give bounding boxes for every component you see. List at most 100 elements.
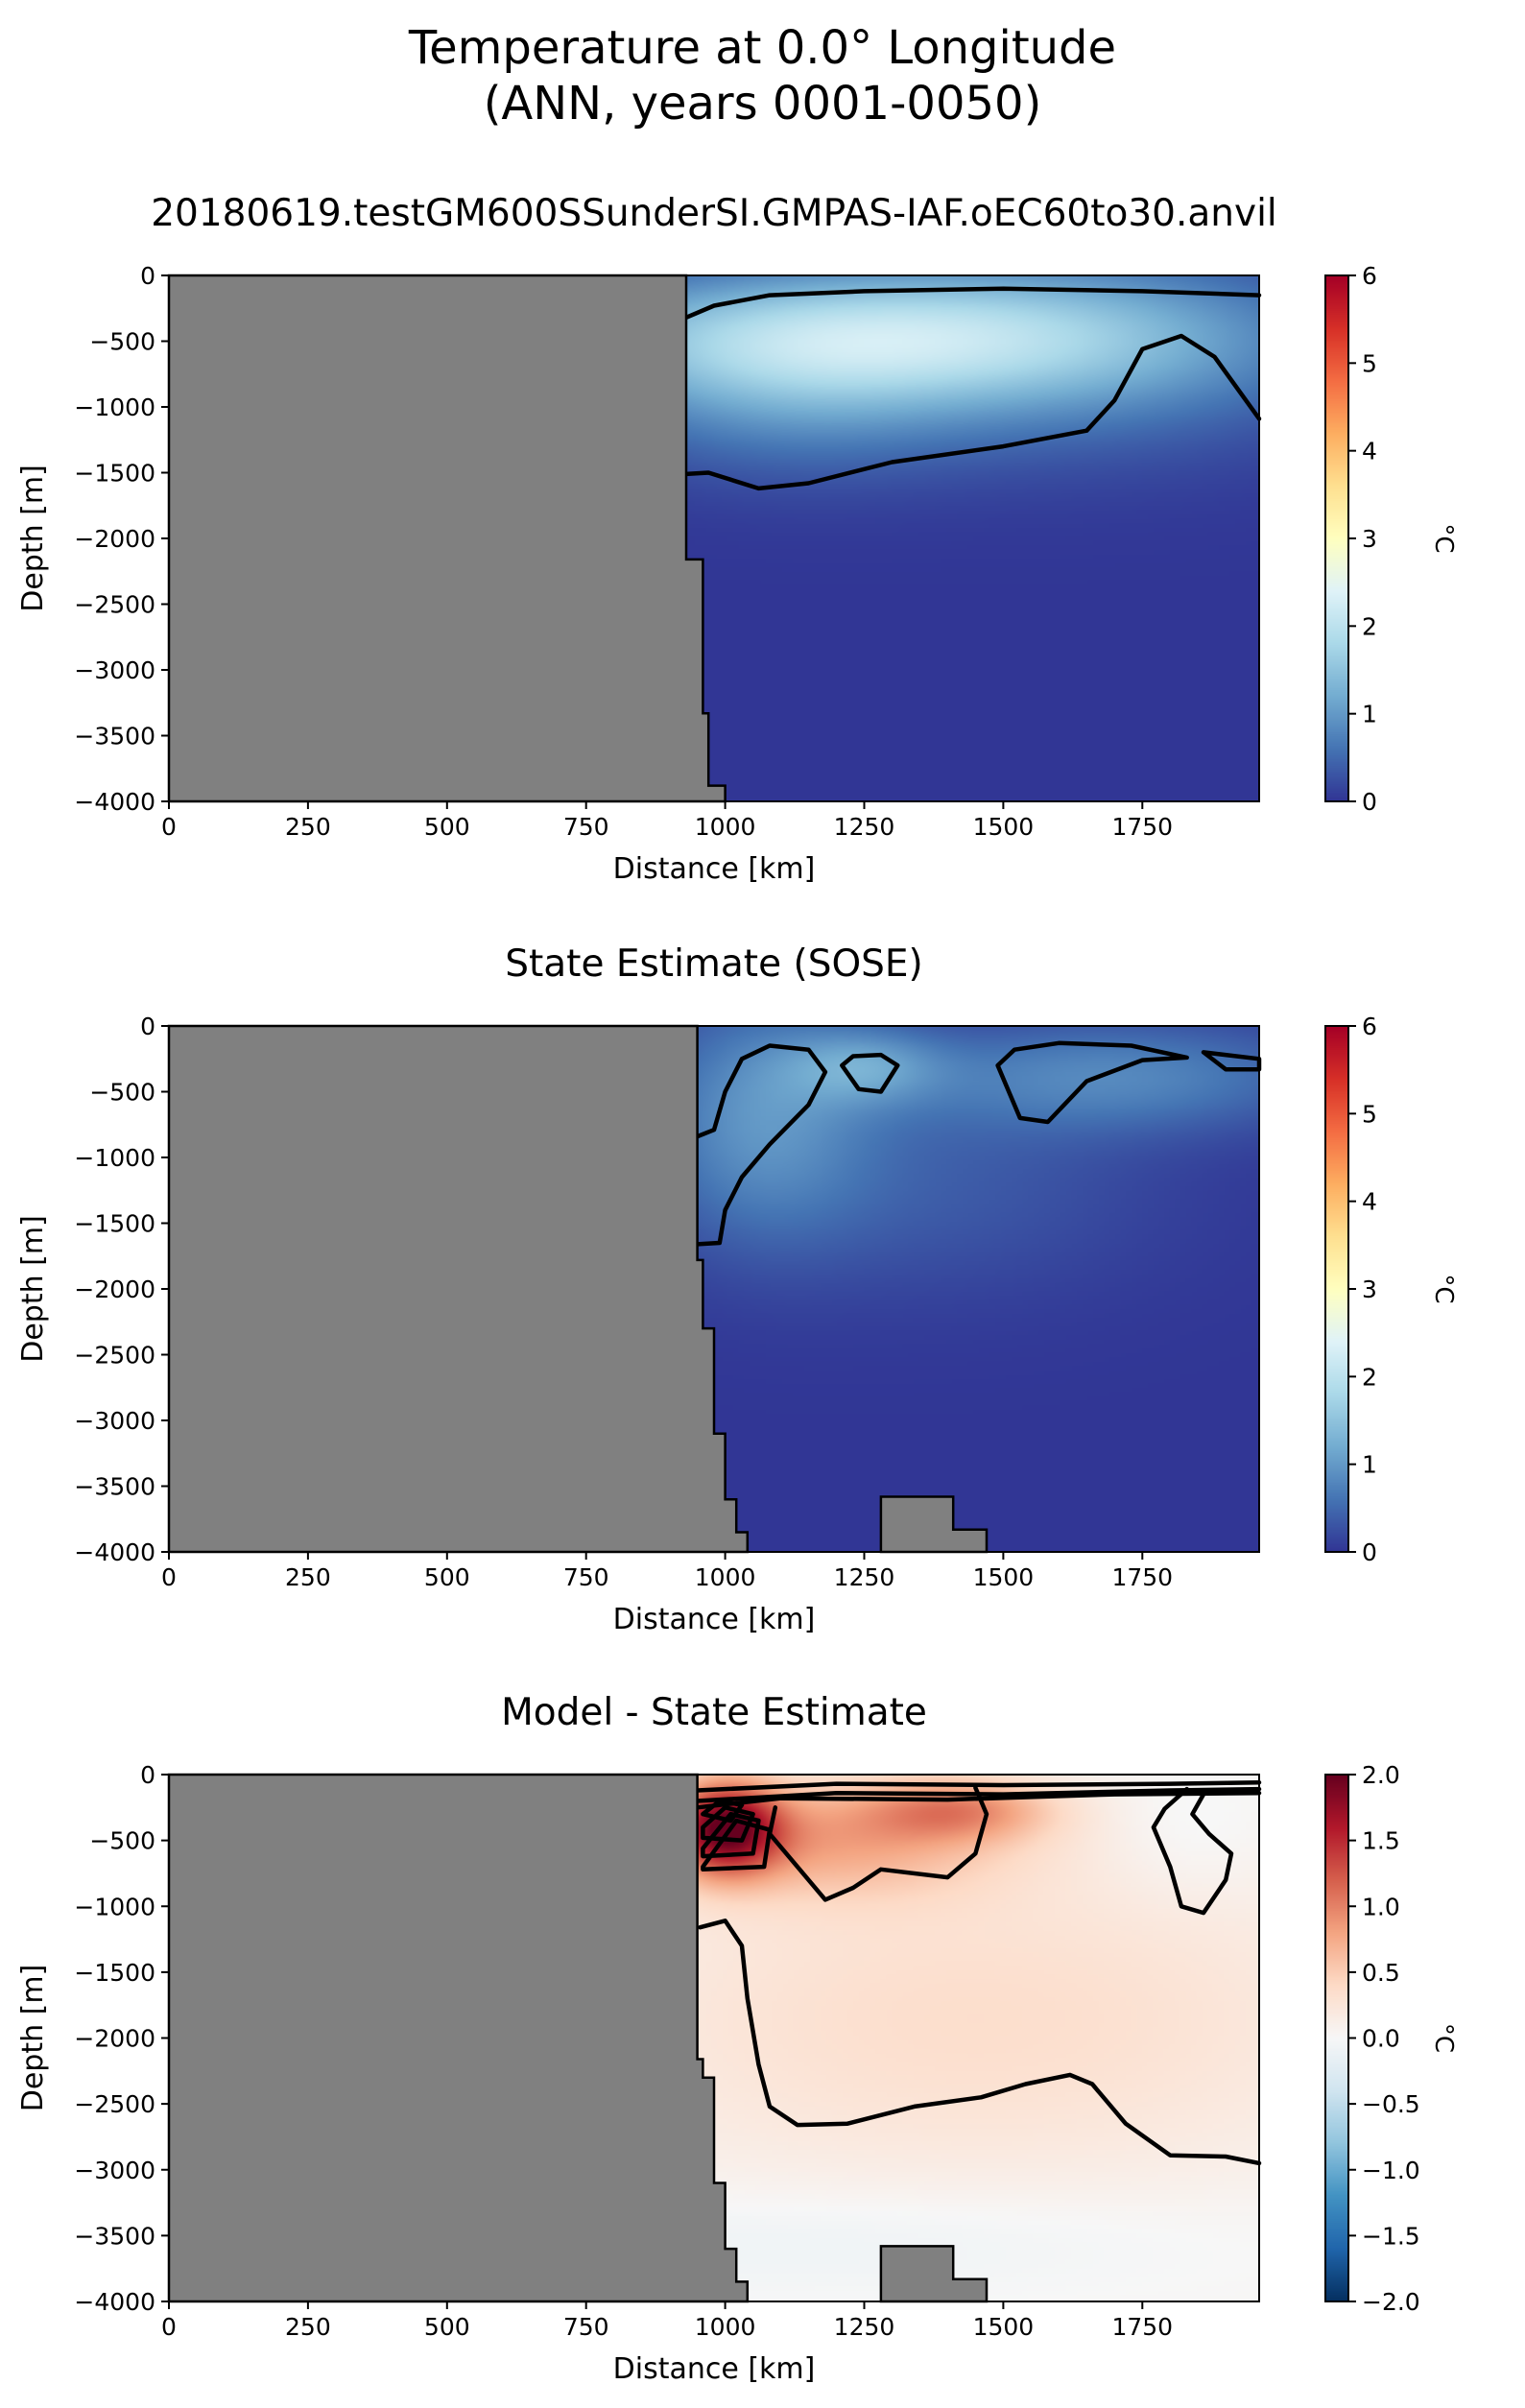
contour-line-2 (840, 1052, 900, 1094)
panel-title: State Estimate (SOSE) (505, 942, 923, 986)
colorbar-tick-label: 5 (1362, 1100, 1377, 1128)
x-tick-label: 500 (424, 813, 470, 841)
colorbar-tick-label: 4 (1362, 438, 1377, 465)
land-mask (167, 1773, 750, 2303)
contour-line-9 (1151, 1786, 1234, 1916)
contour-line-8 (767, 1785, 989, 1902)
y-tick-label: −1000 (74, 1893, 155, 1920)
y-tick-label: −4000 (74, 788, 155, 816)
x-tick-label: 1750 (1111, 1563, 1173, 1591)
x-tick-label: 250 (285, 1563, 331, 1591)
y-tick-label: −1500 (74, 1210, 155, 1238)
colorbar-tick-label: 2 (1362, 612, 1377, 640)
x-tick-label: 0 (161, 1563, 177, 1591)
y-tick-label: −3500 (74, 2222, 155, 2250)
x-tick-label: 1500 (973, 813, 1035, 841)
x-tick-label: 750 (563, 2313, 609, 2341)
colorbar-tick-label: 6 (1362, 262, 1377, 290)
x-tick-label: 1250 (834, 1563, 895, 1591)
x-tick-label: 500 (424, 2313, 470, 2341)
x-tick-label: 1000 (695, 2313, 756, 2341)
y-tick-label: −500 (89, 1827, 155, 1855)
x-tick-label: 750 (563, 813, 609, 841)
panel-2: State Estimate (SOSE)0 250 500 750 1000 1250 1… (16, 942, 1458, 1636)
contour-line-1 (683, 286, 1262, 321)
contour-line-6 (701, 1811, 761, 1859)
colorbar-tick-label: 3 (1362, 1276, 1377, 1303)
contour-line-1 (695, 1779, 1262, 1793)
y-tick-label: −2000 (74, 525, 155, 553)
colorbar-gradient (1325, 275, 1348, 801)
x-tick-label: 1250 (834, 813, 895, 841)
y-tick-label: −1500 (74, 460, 155, 488)
x-tick-label: 1000 (695, 813, 756, 841)
y-tick-label: 0 (140, 1013, 155, 1040)
y-tick-label: −2000 (74, 2025, 155, 2053)
x-axis-label: Distance [km] (613, 1603, 816, 1636)
contour-line-2 (683, 333, 1262, 491)
y-tick-label: −2500 (74, 2090, 155, 2118)
y-tick-label: −3000 (74, 656, 155, 684)
x-tick-label: 1250 (834, 2313, 895, 2341)
colorbar-tick-label: 0 (1362, 1538, 1377, 1566)
x-tick-label: 1500 (973, 1563, 1035, 1591)
colorbar-tick-label: 6 (1362, 1013, 1377, 1040)
colorbar-label: °C (1429, 1274, 1458, 1303)
panel-3: Model - State Estimate 0 250 500 750 1000 1250… (16, 1691, 1458, 2386)
colorbar: 0 1 2 3 4 5 6 °C (1324, 1013, 1458, 1566)
x-tick-label: 250 (285, 2313, 331, 2341)
y-tick-label: 0 (140, 1761, 155, 1789)
colorbar-tick-label: 1.5 (1362, 1827, 1400, 1855)
colorbar-tick-label: 5 (1362, 349, 1377, 377)
colorbar-tick-label: −0.5 (1362, 2090, 1420, 2118)
colorbar-label: °C (1429, 2023, 1458, 2053)
x-tick-label: 250 (285, 813, 331, 841)
colorbar-gradient (1325, 1026, 1348, 1552)
y-tick-label: −1000 (74, 393, 155, 421)
colorbar-tick-label: −1.0 (1362, 2157, 1420, 2184)
land-mask (167, 274, 727, 803)
y-tick-label: 0 (140, 262, 155, 290)
colorbar-tick-label: 3 (1362, 525, 1377, 553)
contour-line-7 (701, 1818, 773, 1872)
contour-line-10 (698, 1919, 1262, 2166)
panel-title: 20180619.testGM600SSunderSI.GMPAS-IAF.oE… (151, 192, 1277, 235)
figure-title-line1: Temperature at 0.0° Longitude (408, 21, 1117, 75)
y-tick-label: −500 (89, 1079, 155, 1107)
colorbar-tick-label: 2 (1362, 1363, 1377, 1391)
y-tick-label: −3500 (74, 723, 155, 751)
y-axis-label: Depth [m] (16, 1215, 50, 1363)
y-tick-label: −4000 (74, 2288, 155, 2316)
colorbar-tick-label: 1 (1362, 1451, 1377, 1479)
y-tick-label: −1500 (74, 1959, 155, 1987)
y-tick-label: −1000 (74, 1144, 155, 1172)
figure-title-line2: (ANN, years 0001-0050) (483, 77, 1042, 131)
land-mask (167, 1024, 750, 1554)
y-tick-label: −2000 (74, 1276, 155, 1303)
y-tick-label: −500 (89, 328, 155, 356)
colorbar-gradient (1325, 1775, 1348, 2301)
contour-line-5 (701, 1805, 755, 1843)
colorbar-tick-label: 0.5 (1362, 1959, 1400, 1987)
x-tick-label: 1750 (1111, 813, 1173, 841)
colorbar-tick-label: −2.0 (1362, 2288, 1420, 2316)
colorbar-tick-label: 0 (1362, 788, 1377, 816)
y-tick-label: −3000 (74, 2157, 155, 2184)
panel-1: 20180619.testGM600SSunderSI.GMPAS-IAF.oE… (16, 192, 1458, 886)
colorbar-tick-label: 2.0 (1362, 1761, 1400, 1789)
colorbar-tick-label: −1.5 (1362, 2222, 1420, 2250)
y-axis-label: Depth [m] (16, 465, 50, 612)
x-tick-label: 1500 (973, 2313, 1035, 2341)
x-tick-label: 1750 (1111, 2313, 1173, 2341)
y-tick-label: −2500 (74, 1342, 155, 1370)
colorbar: 2.0 1.5 1.0 0.5 0.0 −0.5 −1.0 −1.5 −2.0 °C (1324, 1761, 1458, 2316)
colorbar-tick-label: 4 (1362, 1188, 1377, 1216)
y-tick-label: −3500 (74, 1473, 155, 1501)
colorbar-tick-label: 1 (1362, 701, 1377, 728)
x-axis-label: Distance [km] (613, 852, 816, 886)
x-tick-label: 0 (161, 813, 177, 841)
x-tick-label: 1000 (695, 1563, 756, 1591)
contour-line-4 (701, 1799, 745, 1824)
colorbar-tick-label: 0.0 (1362, 2025, 1400, 2053)
